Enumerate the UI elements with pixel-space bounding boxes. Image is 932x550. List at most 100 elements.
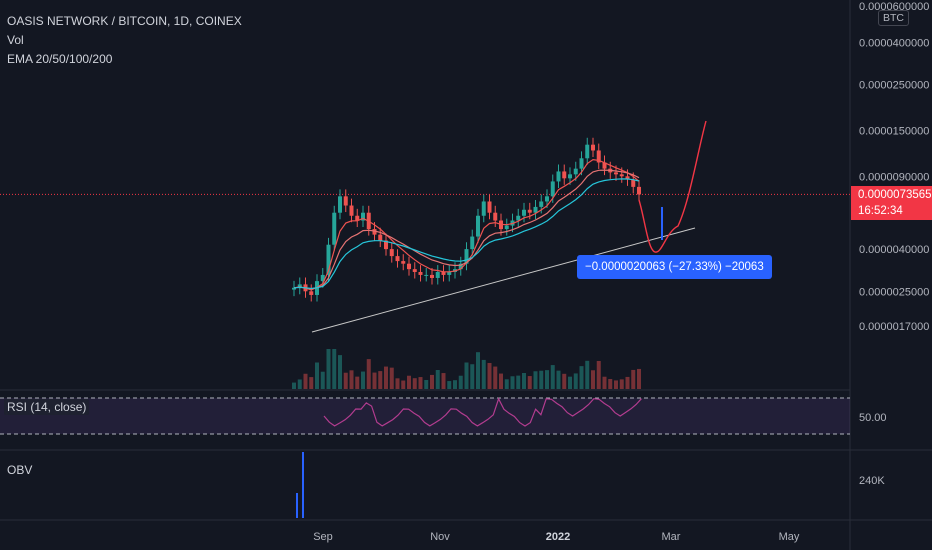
volume-bar <box>579 366 584 389</box>
volume-bar <box>499 373 503 389</box>
candle-body <box>562 171 567 179</box>
rsi-legend[interactable]: RSI (14, close) <box>4 399 90 415</box>
candle-body <box>412 269 417 272</box>
candle-body <box>361 212 365 221</box>
candle-body <box>407 263 411 270</box>
volume-bar <box>372 372 377 389</box>
rsi-level-label: 50.00 <box>859 412 887 424</box>
rsi-line <box>323 397 642 427</box>
volume-bar <box>292 382 296 389</box>
ema-100-line <box>293 178 640 290</box>
bar-countdown: 16:52:34 <box>858 205 903 218</box>
volume-bar <box>533 371 538 389</box>
trend-line <box>311 227 696 333</box>
volume-legend: Vol <box>7 33 24 47</box>
volume-bar <box>625 376 630 389</box>
volume-bar <box>453 380 457 389</box>
volume-bar <box>361 371 365 389</box>
volume-bar <box>476 352 480 389</box>
candle-body <box>493 212 498 221</box>
volume-bar <box>303 373 308 389</box>
candle-body <box>476 215 480 237</box>
candle-body <box>418 271 423 275</box>
time-tick-label: May <box>779 531 800 543</box>
candle-body <box>441 271 446 275</box>
candle-body <box>619 174 624 177</box>
volume-bar <box>568 376 572 389</box>
candle-body <box>602 162 607 169</box>
volume-bar <box>487 362 492 389</box>
candle-body <box>470 236 475 250</box>
volume-bar <box>424 380 429 389</box>
candle-body <box>297 284 302 288</box>
time-tick-label: Mar <box>662 531 681 543</box>
price-tick-label: 0.0000600000 <box>859 1 929 13</box>
volume-bar <box>441 373 446 389</box>
volume-bar <box>315 362 319 389</box>
volume-bar <box>430 374 434 389</box>
last-price-badge: 0.0000073565 16:52:34 <box>851 186 932 221</box>
currency-label[interactable]: BTC <box>878 10 909 26</box>
volume-bar <box>591 370 595 389</box>
price-tick-label: 0.0000025000 <box>859 286 929 298</box>
candle-body <box>395 256 400 262</box>
projection-curve <box>638 120 707 253</box>
candle-body <box>430 274 434 278</box>
candle-body <box>332 212 337 245</box>
price-tick-label: 0.0000040000 <box>859 244 929 256</box>
volume-bar <box>602 376 607 389</box>
volume-bar <box>343 372 348 389</box>
volume-bar <box>608 378 613 389</box>
volume-bar <box>384 366 388 389</box>
time-tick-label: Nov <box>430 531 450 543</box>
candle-body <box>401 261 406 264</box>
volume-bar <box>395 378 400 389</box>
volume-bar <box>349 370 354 389</box>
volume-bar <box>596 360 601 389</box>
candle-body <box>464 249 469 264</box>
candle-body <box>384 240 388 250</box>
candle-body <box>309 291 314 295</box>
candle-body <box>556 171 561 182</box>
volume-bar <box>562 373 567 389</box>
candle-body <box>533 206 538 213</box>
candle-body <box>545 196 549 202</box>
candle-body <box>487 201 492 213</box>
volume-bar <box>510 376 515 389</box>
measure-tooltip: −0.0000020063 (−27.33%) −20063 <box>577 255 772 279</box>
volume-bar <box>407 375 411 389</box>
candle-body <box>585 144 590 159</box>
volume-bar <box>573 373 578 389</box>
candle-body <box>372 229 377 235</box>
volume-bar <box>504 379 509 389</box>
price-tick-label: 0.0000017000 <box>859 321 929 333</box>
volume-bar <box>332 349 337 389</box>
candle-body <box>527 209 532 213</box>
volume-bar <box>435 369 440 389</box>
candle-body <box>504 225 509 230</box>
volume-bar <box>481 359 486 389</box>
obv-legend[interactable]: OBV <box>7 463 33 477</box>
candle-body <box>522 209 526 216</box>
volume-bar <box>539 370 544 389</box>
candle-body <box>435 271 440 278</box>
candle-body <box>516 215 521 221</box>
ema-50-line <box>293 169 640 290</box>
rsi-band <box>0 398 850 434</box>
price-tick-label: 0.0000090000 <box>859 171 929 183</box>
volume-bar <box>401 380 406 389</box>
volume-bar <box>493 366 498 389</box>
volume-bar <box>585 360 590 389</box>
candle-body <box>424 274 429 276</box>
candle-body <box>539 201 544 207</box>
candle-body <box>343 196 348 206</box>
volume-bar <box>326 349 331 389</box>
volume-bar <box>412 378 417 389</box>
volume-bar <box>545 370 549 389</box>
volume-bar <box>619 379 624 389</box>
candle-body <box>292 287 296 290</box>
candle-body <box>637 186 641 195</box>
candle-body <box>596 150 601 163</box>
volume-bar <box>550 365 555 389</box>
candle-body <box>568 174 572 179</box>
